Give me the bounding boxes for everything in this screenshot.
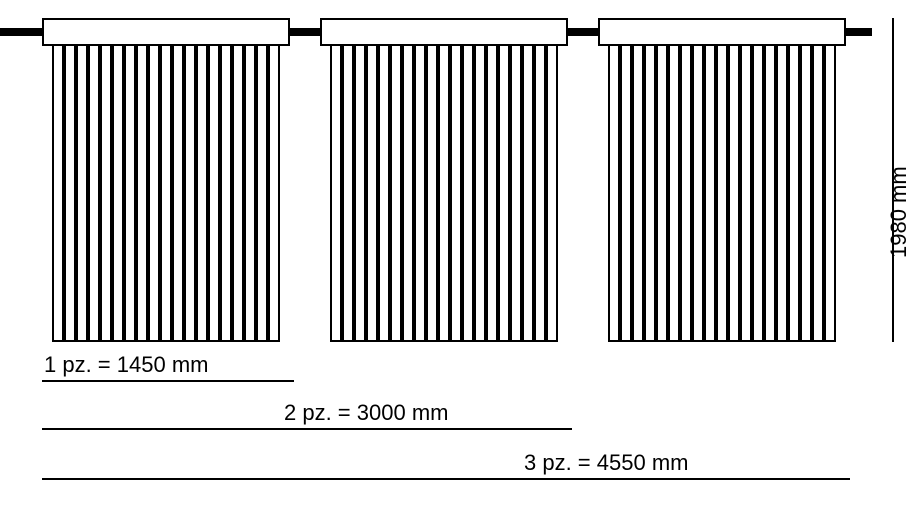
track-segment — [0, 28, 42, 36]
panel-slat — [52, 46, 64, 342]
panel-slat — [632, 46, 644, 342]
track-segment — [290, 28, 320, 36]
panel-slat — [172, 46, 184, 342]
panel-header — [320, 18, 568, 46]
panel-slat — [196, 46, 208, 342]
panel-slat — [342, 46, 354, 342]
panel-slat — [534, 46, 546, 342]
panel-slat — [160, 46, 172, 342]
panel-slat — [788, 46, 800, 342]
panel-slat — [716, 46, 728, 342]
panel-slat — [510, 46, 522, 342]
panel-slat — [498, 46, 510, 342]
panel-slat — [522, 46, 534, 342]
panel-slat — [378, 46, 390, 342]
panel-slat — [546, 46, 558, 342]
panel-slat — [728, 46, 740, 342]
panel-slat — [620, 46, 632, 342]
panel-slat — [644, 46, 656, 342]
curtain-panel — [320, 0, 568, 342]
panel-slat — [474, 46, 486, 342]
panel-slat — [776, 46, 788, 342]
panel-slat — [668, 46, 680, 342]
panel-slat — [414, 46, 426, 342]
panel-slat — [184, 46, 196, 342]
panel-slat — [450, 46, 462, 342]
panel-slat — [680, 46, 692, 342]
dimension-label: 2 pz. = 3000 mm — [284, 400, 448, 426]
panel-slat — [390, 46, 402, 342]
panel-slat — [100, 46, 112, 342]
panel-slat — [812, 46, 824, 342]
panel-slat — [402, 46, 414, 342]
panel-slat — [704, 46, 716, 342]
panel-slat — [208, 46, 220, 342]
panel-slat — [366, 46, 378, 342]
panel-slat — [136, 46, 148, 342]
panel-slat — [354, 46, 366, 342]
track-segment — [846, 28, 872, 36]
panel-slat — [462, 46, 474, 342]
diagram-stage: { "canvas": { "width": 910, "height": 50… — [0, 0, 910, 507]
curtain-panel — [42, 0, 290, 342]
panel-slat — [88, 46, 100, 342]
panel-slat — [764, 46, 776, 342]
panel-slat — [656, 46, 668, 342]
panel-slat — [232, 46, 244, 342]
panel-slat — [486, 46, 498, 342]
panel-slat — [244, 46, 256, 342]
panel-slat — [438, 46, 450, 342]
dimension-label: 3 pz. = 4550 mm — [524, 450, 688, 476]
track-segment — [568, 28, 598, 36]
panel-slat — [608, 46, 620, 342]
dimension-rule — [42, 478, 850, 480]
panel-slat — [692, 46, 704, 342]
panel-slat — [112, 46, 124, 342]
dimension-label-vertical: 1980 mm — [886, 166, 910, 258]
panel-slat — [752, 46, 764, 342]
curtain-panel — [598, 0, 846, 342]
dimension-label: 1 pz. = 1450 mm — [44, 352, 208, 378]
panel-header — [42, 18, 290, 46]
panel-slat — [426, 46, 438, 342]
dimension-rule — [42, 428, 572, 430]
panel-slat — [256, 46, 268, 342]
dimension-rule — [42, 380, 294, 382]
panel-slat — [800, 46, 812, 342]
panel-slat — [268, 46, 280, 342]
panel-slat — [330, 46, 342, 342]
panel-slat — [64, 46, 76, 342]
panel-slat — [824, 46, 836, 342]
panel-slat — [124, 46, 136, 342]
panel-slat — [220, 46, 232, 342]
panel-slat — [148, 46, 160, 342]
panel-header — [598, 18, 846, 46]
panel-slat — [740, 46, 752, 342]
panel-slat — [76, 46, 88, 342]
